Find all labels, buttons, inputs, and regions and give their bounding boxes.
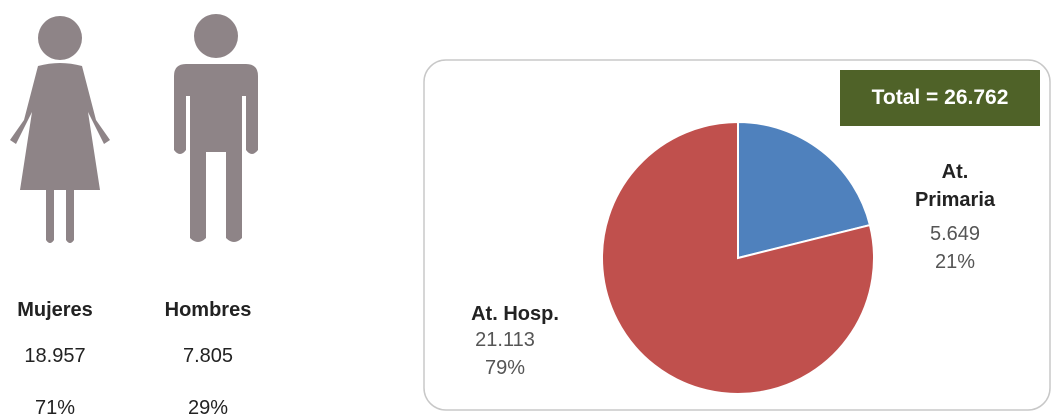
pie — [601, 120, 875, 395]
slice-percent: 79% — [484, 357, 526, 379]
slice-value: 5.649 — [929, 223, 981, 245]
slice-label: At. Hosp. — [471, 303, 559, 325]
pie-slice — [601, 120, 875, 395]
man-icon — [174, 14, 258, 242]
label: Hombres — [164, 299, 252, 321]
pie-slice — [737, 120, 872, 260]
percent: 29% — [187, 397, 229, 415]
percent: 71% — [34, 397, 76, 415]
label: Mujeres — [17, 299, 93, 321]
value: 7.805 — [182, 345, 234, 367]
total-box — [840, 70, 1040, 126]
value: 18.957 — [24, 345, 86, 367]
slice-label: At. Primaria — [914, 161, 996, 211]
total-label: Total = 26.762 — [871, 86, 1009, 109]
chart-panel — [423, 59, 1051, 411]
slice-value: 21.113 — [475, 329, 535, 351]
slice-percent: 21% — [934, 251, 976, 273]
woman-icon — [10, 16, 110, 243]
